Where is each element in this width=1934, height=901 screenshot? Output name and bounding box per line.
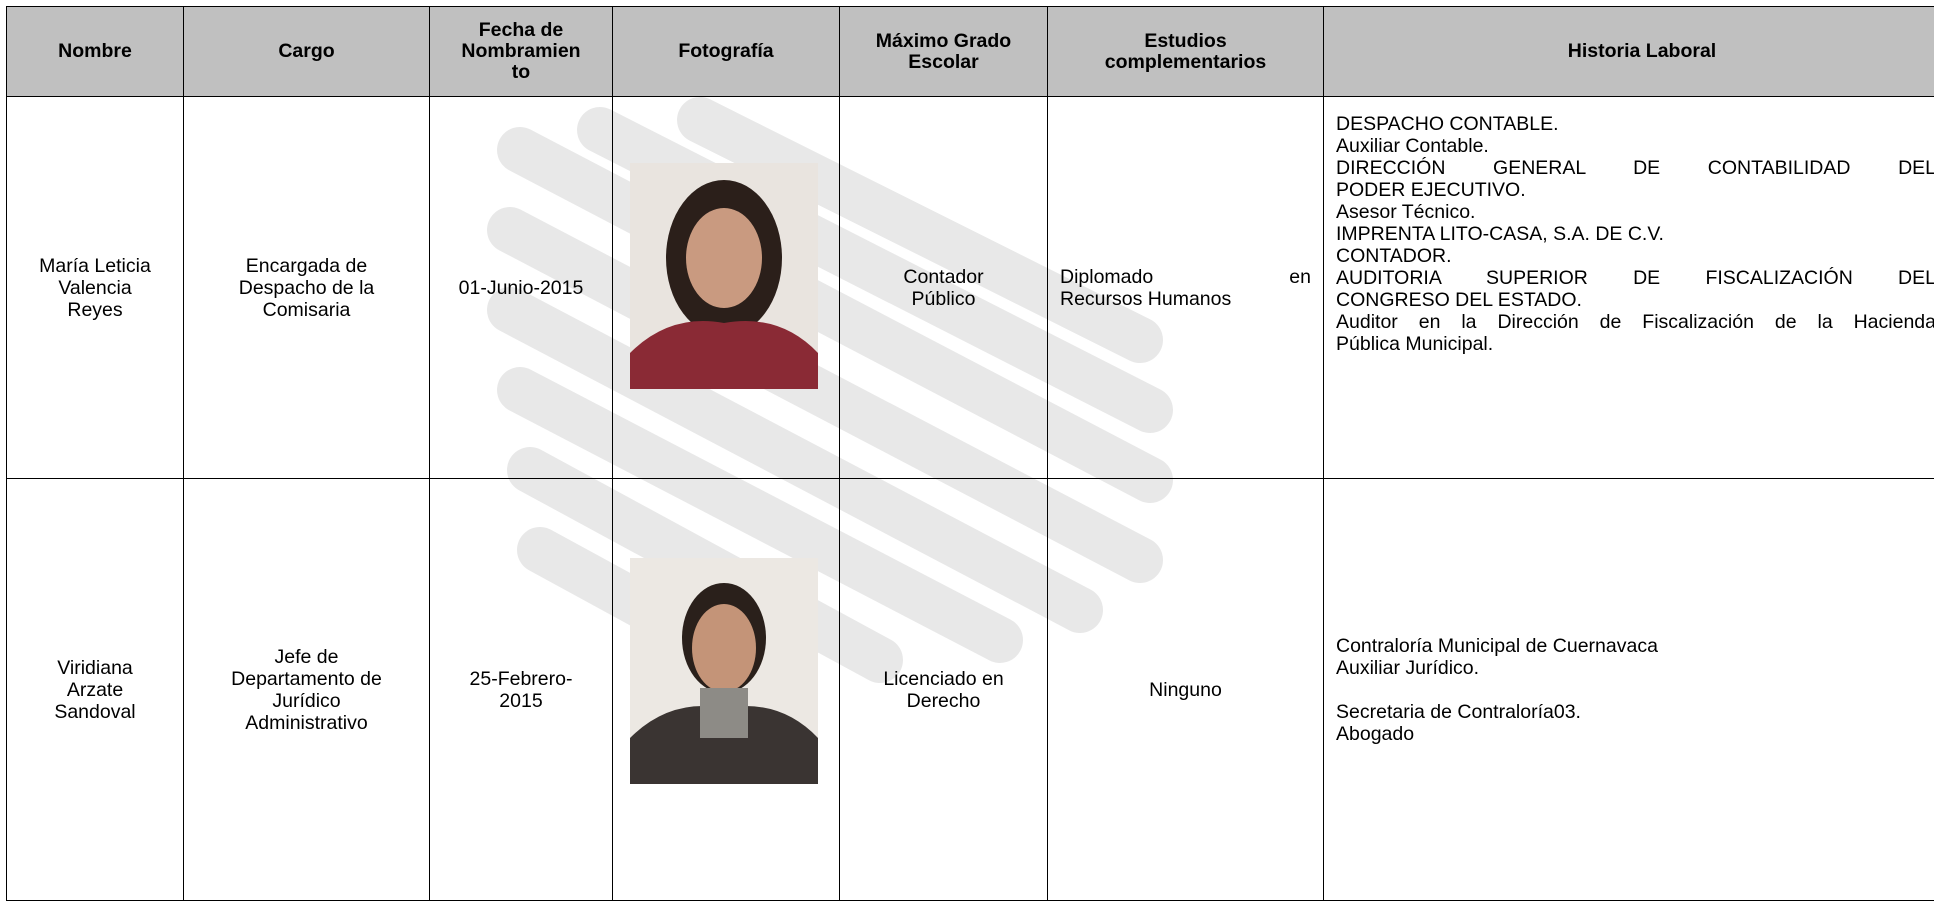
text-line: AUDITORIA SUPERIOR DE FISCALIZACIÓN DEL <box>1336 267 1934 289</box>
cargo-cell: Jefe de Departamento de Jurídico Administra… <box>183 478 430 901</box>
text-line: Administrativo <box>245 711 368 734</box>
text-line: IMPRENTA LITO-CASA, S.A. DE C.V. <box>1336 223 1664 245</box>
nombre-cell: María Leticia Valencia Reyes <box>6 96 184 479</box>
page: Nombre Cargo Fecha de Nombramien to Fotografí… <box>6 6 1934 901</box>
text-line: Jurídico <box>272 689 341 712</box>
photo <box>630 163 818 389</box>
photo <box>630 558 818 784</box>
text-line: María Leticia <box>39 254 151 277</box>
text-line: Valencia <box>58 276 132 299</box>
header-cell: Máximo Grado Escolar <box>839 6 1048 97</box>
text-line: Pública Municipal. <box>1336 333 1494 355</box>
text-line: Ninguno <box>1149 678 1222 701</box>
text-line: Reyes <box>67 298 123 321</box>
text-line: Público <box>911 287 976 310</box>
text-line: Historia Laboral <box>1567 40 1717 62</box>
text-line: Diplomado en <box>1060 265 1311 288</box>
header-cell: Historia Laboral <box>1323 6 1934 97</box>
text-line: Asesor Técnico. <box>1336 201 1476 223</box>
text-line: Comisaria <box>262 298 351 321</box>
text-line: CONTADOR. <box>1336 245 1452 267</box>
text-line: 25-Febrero- <box>469 667 573 690</box>
text-line: Nombre <box>58 40 132 62</box>
text-line: to <box>511 61 531 83</box>
text-line: PODER EJECUTIVO. <box>1336 179 1526 201</box>
text-line: Derecho <box>906 689 981 712</box>
text-line: Secretaria de Contraloría03. <box>1336 700 1581 723</box>
header-cell: Estudios complementarios <box>1047 6 1324 97</box>
text-line: Máximo Grado <box>875 29 1012 52</box>
text-line: Escolar <box>908 50 979 73</box>
text-block: Contraloría Municipal de Cuernavaca Auxil… <box>1336 635 1934 679</box>
text-line: Cargo <box>278 40 335 62</box>
grado-cell: Contador Público <box>839 96 1048 479</box>
text-line: 2015 <box>499 689 543 712</box>
text-line: Despacho de la <box>238 276 375 299</box>
text-line: complementarios <box>1104 50 1267 73</box>
text-line: Auxiliar Contable. <box>1336 135 1489 157</box>
header-cell: Fotografía <box>612 6 840 97</box>
text-line: DIRECCIÓN GENERAL DE CONTABILIDAD DEL <box>1336 157 1934 179</box>
nombre-cell: Viridiana Arzate Sandoval <box>6 478 184 901</box>
text-line: Fotografía <box>678 40 774 62</box>
text-line: Encargada de <box>245 254 368 277</box>
fecha-cell: 01-Junio-2015 <box>429 96 613 479</box>
text-line: Auxiliar Jurídico. <box>1336 656 1480 679</box>
text-line: Fecha de <box>478 19 564 41</box>
text-block: Secretaria de Contraloría03. Abogado <box>1336 701 1934 745</box>
text-block: Diplomado en Recursos Humanos <box>1060 266 1311 310</box>
fecha-cell: 25-Febrero- 2015 <box>429 478 613 901</box>
header-cell: Fecha de Nombramien to <box>429 6 613 97</box>
text-line: DESPACHO CONTABLE. <box>1336 113 1559 135</box>
estudios-cell: Diplomado en Recursos Humanos <box>1047 96 1324 479</box>
text-line: Licenciado en <box>883 667 1004 690</box>
text-line: Arzate <box>66 678 124 701</box>
estudios-cell: Ninguno <box>1047 478 1324 901</box>
cargo-cell: Encargada de Despacho de la Comisaria <box>183 96 430 479</box>
text-line: Auditor en la Dirección de Fiscalización… <box>1336 311 1934 333</box>
historia-cell: DESPACHO CONTABLE. Auxiliar Contable. DIRE… <box>1323 96 1934 479</box>
text-line: CONGRESO DEL ESTADO. <box>1336 289 1582 311</box>
header-cell: Cargo <box>183 6 430 97</box>
text-line: Abogado <box>1336 722 1415 745</box>
text-line: Contraloría Municipal de Cuernavaca <box>1336 634 1658 657</box>
grado-cell: Licenciado en Derecho <box>839 478 1048 901</box>
text-line: Viridiana <box>57 656 133 679</box>
text-line: Departamento de <box>231 667 382 690</box>
header-cell: Nombre <box>6 6 184 97</box>
text-block: DESPACHO CONTABLE. Auxiliar Contable. DIRE… <box>1336 113 1934 355</box>
historia-cell: Contraloría Municipal de Cuernavaca Auxil… <box>1323 478 1934 901</box>
text-block: Ninguno <box>1149 679 1222 701</box>
text-line: Nombramien <box>461 40 581 62</box>
text-line: 01-Junio-2015 <box>458 276 584 299</box>
text-line: Sandoval <box>54 700 136 723</box>
text-line: Estudios <box>1144 29 1227 52</box>
text-line: Jefe de <box>274 645 339 668</box>
text-line: Contador <box>903 265 984 288</box>
text-line: Recursos Humanos <box>1060 287 1232 310</box>
